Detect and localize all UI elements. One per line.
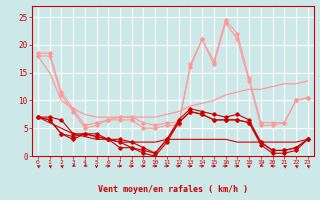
X-axis label: Vent moyen/en rafales ( km/h ): Vent moyen/en rafales ( km/h ) <box>98 185 248 194</box>
